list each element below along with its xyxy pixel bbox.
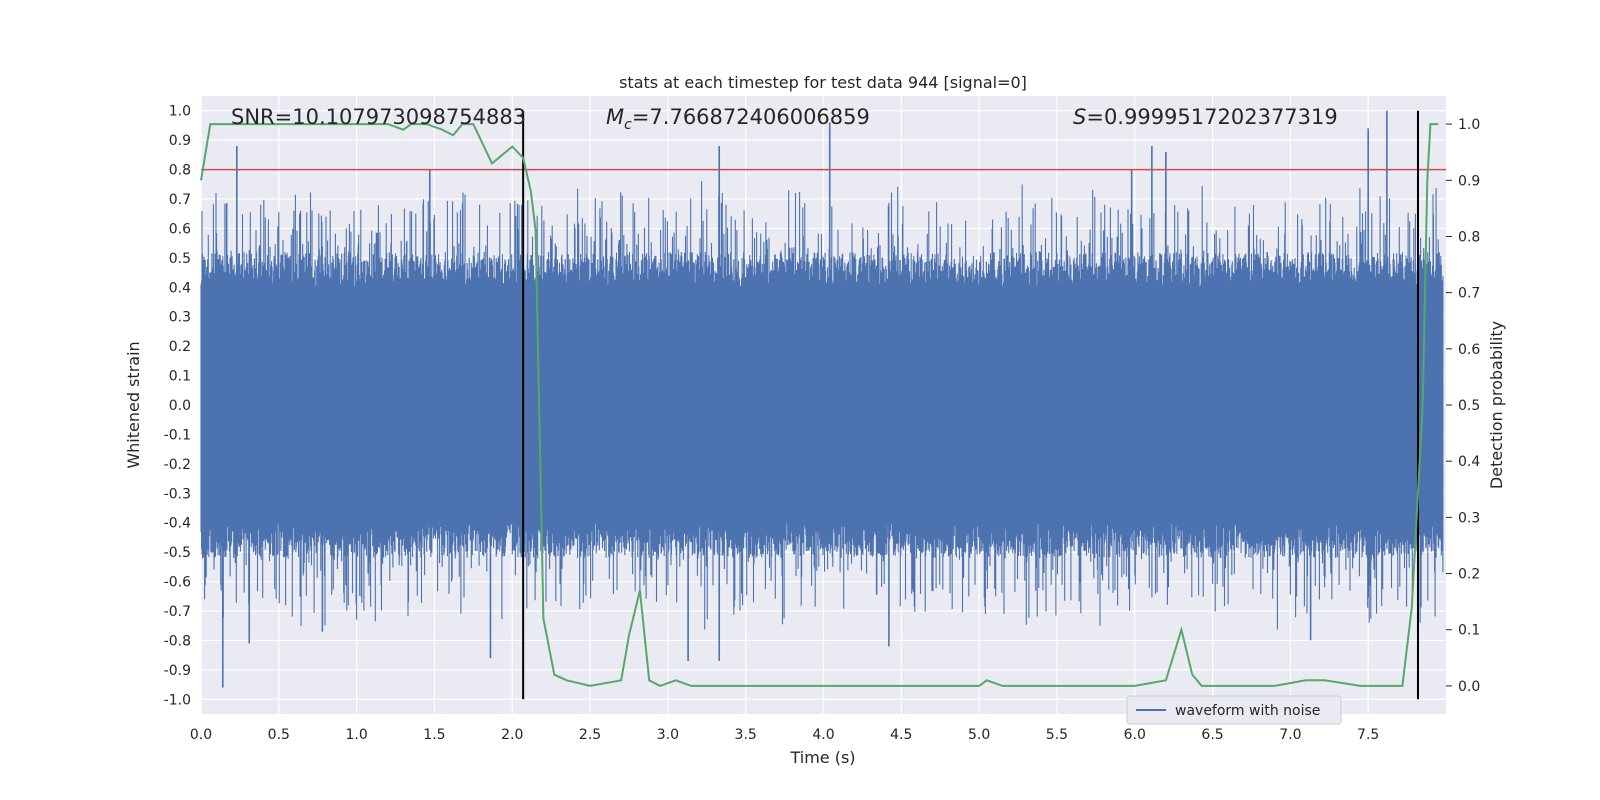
y-tick-label: -1.0 <box>164 692 191 708</box>
y-tick-label: 0.9 <box>169 133 191 149</box>
y-tick-label: 0.8 <box>169 163 191 179</box>
x-tick-label: 3.0 <box>657 727 679 743</box>
x-tick-label: 0.0 <box>190 727 212 743</box>
y2-tick-label: 0.4 <box>1458 454 1480 470</box>
x-tick-label: 1.5 <box>423 727 445 743</box>
y-tick-label: 0.4 <box>169 280 191 296</box>
chirp-mass-annotation: Mc=7.766872406006859 <box>606 105 870 133</box>
x-tick-label: 6.0 <box>1124 727 1146 743</box>
x-tick-label: 7.0 <box>1279 727 1301 743</box>
waveform-noise-band <box>200 181 1444 630</box>
x-tick-label: 4.5 <box>890 727 912 743</box>
y2-tick-label: 1.0 <box>1458 117 1480 133</box>
detection-probability-line <box>200 123 1439 687</box>
y-tick-label: 0.2 <box>169 339 191 355</box>
y-axis-label: Whitened strain <box>124 341 143 468</box>
y-tick-label: -0.6 <box>164 575 191 591</box>
chart-title: stats at each timestep for test data 944… <box>619 73 1027 92</box>
y-tick-label: 0.0 <box>169 398 191 414</box>
chirp-mass-symbol: M <box>606 105 624 129</box>
y2-tick-label: 0.6 <box>1458 342 1480 358</box>
y2-tick-label: 0.9 <box>1458 173 1480 189</box>
score-value: =0.9999517202377319 <box>1086 105 1337 129</box>
x-axis-label: Time (s) <box>789 748 855 767</box>
y-tick-label: -0.8 <box>164 633 191 649</box>
y-tick-label: 0.3 <box>169 310 191 326</box>
score-annotation: S=0.9999517202377319 <box>1073 105 1338 129</box>
detection-markers <box>522 110 1419 700</box>
y-tick-label: -0.5 <box>164 545 191 561</box>
y-tick-label: 0.7 <box>169 192 191 208</box>
score-symbol: S <box>1073 105 1086 129</box>
y2-tick-label: 0.3 <box>1458 510 1480 526</box>
legend-label: waveform with noise <box>1175 703 1320 719</box>
y-tick-label: 0.6 <box>169 221 191 237</box>
x-tick-label: 0.5 <box>268 727 290 743</box>
y-tick-label: -0.3 <box>164 486 191 502</box>
y-tick-label: -0.2 <box>164 457 191 473</box>
y2-tick-label: 0.0 <box>1458 679 1480 695</box>
snr-annotation: SNR=10.107973098754883 <box>231 105 526 129</box>
y-tick-label: -0.4 <box>164 516 191 532</box>
x-axis-ticks: 0.0 0.5 1.0 1.5 2.0 2.5 3.0 3.5 4.0 4.5 5.0 5.5 6.0 6… <box>190 727 1379 743</box>
y-tick-label: 0.5 <box>169 251 191 267</box>
waveform-series <box>200 110 1444 688</box>
x-tick-label: 7.5 <box>1357 727 1379 743</box>
y2-tick-label: 0.8 <box>1458 229 1480 245</box>
y-tick-label: -0.9 <box>164 663 191 679</box>
y-tick-label: 1.0 <box>169 104 191 120</box>
chirp-mass-subscript: c <box>624 117 632 133</box>
x-tick-label: 5.0 <box>968 727 990 743</box>
x-tick-label: 1.0 <box>345 727 367 743</box>
y-axis-ticks: 1.0 0.9 0.8 0.7 0.6 0.5 0.4 0.3 0.2 0.1 0.0 -0.1 -0.… <box>164 104 191 709</box>
x-tick-label: 5.5 <box>1046 727 1068 743</box>
legend-box <box>1126 695 1342 725</box>
y2-tick-label: 0.7 <box>1458 286 1480 302</box>
x-tick-label: 2.0 <box>501 727 523 743</box>
x-tick-label: 6.5 <box>1201 727 1223 743</box>
x-tick-label: 2.5 <box>579 727 601 743</box>
x-tick-label: 3.5 <box>735 727 757 743</box>
y2-axis-ticks: 1.0 0.9 0.8 0.7 0.6 0.5 0.4 0.3 0.2 0.1 0.0 <box>1446 117 1480 695</box>
y-tick-label: -0.1 <box>164 427 191 443</box>
y-tick-label: -0.7 <box>164 604 191 620</box>
y2-tick-label: 0.2 <box>1458 567 1480 583</box>
legend: waveform with noise <box>1126 695 1342 725</box>
y2-axis-label: Detection probability <box>1487 321 1506 489</box>
y-tick-label: 0.1 <box>169 369 191 385</box>
x-tick-label: 4.0 <box>812 727 834 743</box>
chirp-mass-value: =7.766872406006859 <box>632 105 870 129</box>
y2-tick-label: 0.5 <box>1458 398 1480 414</box>
y2-tick-label: 0.1 <box>1458 623 1480 639</box>
